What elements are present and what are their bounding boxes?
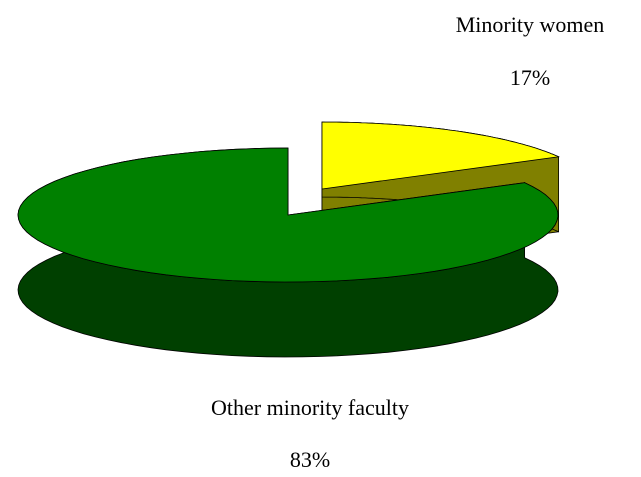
slice [17,147,559,283]
slice-value-label: 17% [510,65,550,90]
slice-label: Other minority faculty [211,395,409,420]
slice-value-label: 83% [290,447,330,472]
slice-label: Minority women [456,12,605,37]
pie [17,121,560,358]
slice [321,121,560,190]
